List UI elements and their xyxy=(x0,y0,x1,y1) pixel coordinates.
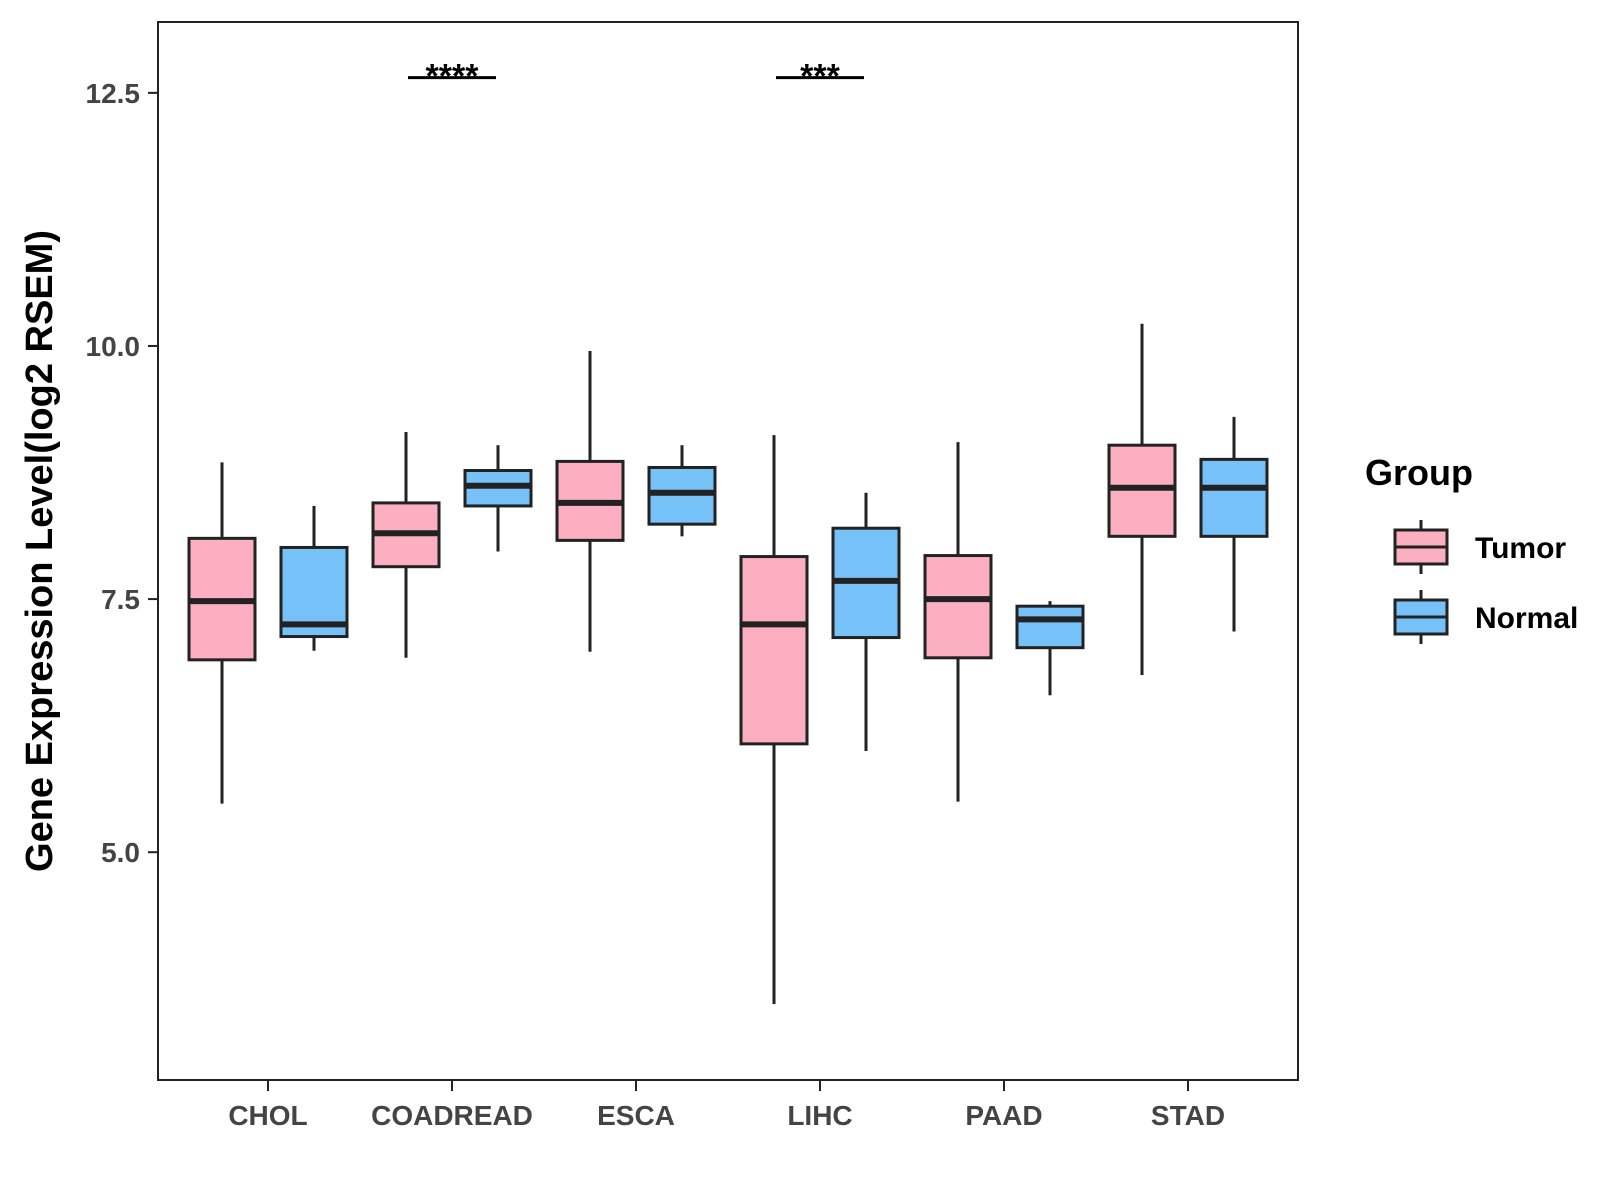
box-body xyxy=(1015,604,1085,650)
x-tick-label: STAD xyxy=(1151,1100,1225,1131)
box-normal-coadread xyxy=(463,445,533,552)
significance-label: **** xyxy=(426,58,480,96)
box-body xyxy=(647,465,717,526)
x-tick-label: ESCA xyxy=(597,1100,675,1131)
box-tumor-lihc xyxy=(739,435,809,1005)
y-tick-label: 10.0 xyxy=(86,331,141,362)
box-body xyxy=(923,554,993,660)
box-body xyxy=(739,555,809,746)
box-tumor-esca xyxy=(555,351,625,652)
x-tick-label: PAAD xyxy=(965,1100,1042,1131)
y-tick-label: 5.0 xyxy=(101,837,140,868)
legend-item-tumor: Tumor xyxy=(1393,520,1566,574)
box-normal-stad xyxy=(1199,416,1269,632)
y-tick-label: 7.5 xyxy=(101,584,140,615)
box-tumor-stad xyxy=(1107,323,1177,676)
box-tumor-coadread xyxy=(371,432,441,658)
x-axis: CHOL COADREAD ESCA LIHC PAAD STAD xyxy=(228,1080,1225,1131)
significance-label: *** xyxy=(800,58,840,96)
box-tumor-paad xyxy=(923,442,993,802)
box-body xyxy=(1107,443,1177,538)
box-normal-lihc xyxy=(831,492,901,751)
boxes-layer xyxy=(187,323,1269,1005)
y-axis-title: Gene Expression Level(log2 RSEM) xyxy=(19,230,61,872)
legend: Group Tumor Normal xyxy=(1365,452,1578,644)
box-tumor-chol xyxy=(187,462,257,804)
legend-item-normal: Normal xyxy=(1393,590,1578,644)
y-tick-label: 12.5 xyxy=(86,78,141,109)
significance-layer: **** *** xyxy=(408,58,864,96)
x-tick-label: COADREAD xyxy=(371,1100,533,1131)
box-normal-esca xyxy=(647,445,717,537)
legend-label: Tumor xyxy=(1475,532,1566,565)
box-normal-paad xyxy=(1015,601,1085,696)
x-tick-label: LIHC xyxy=(787,1100,852,1131)
y-axis: 5.0 7.5 10.0 12.5 xyxy=(86,78,158,868)
x-tick-label: CHOL xyxy=(228,1100,307,1131)
legend-label: Normal xyxy=(1475,602,1578,635)
box-body xyxy=(1199,457,1269,538)
box-normal-chol xyxy=(279,505,349,651)
legend-title: Group xyxy=(1365,452,1473,493)
